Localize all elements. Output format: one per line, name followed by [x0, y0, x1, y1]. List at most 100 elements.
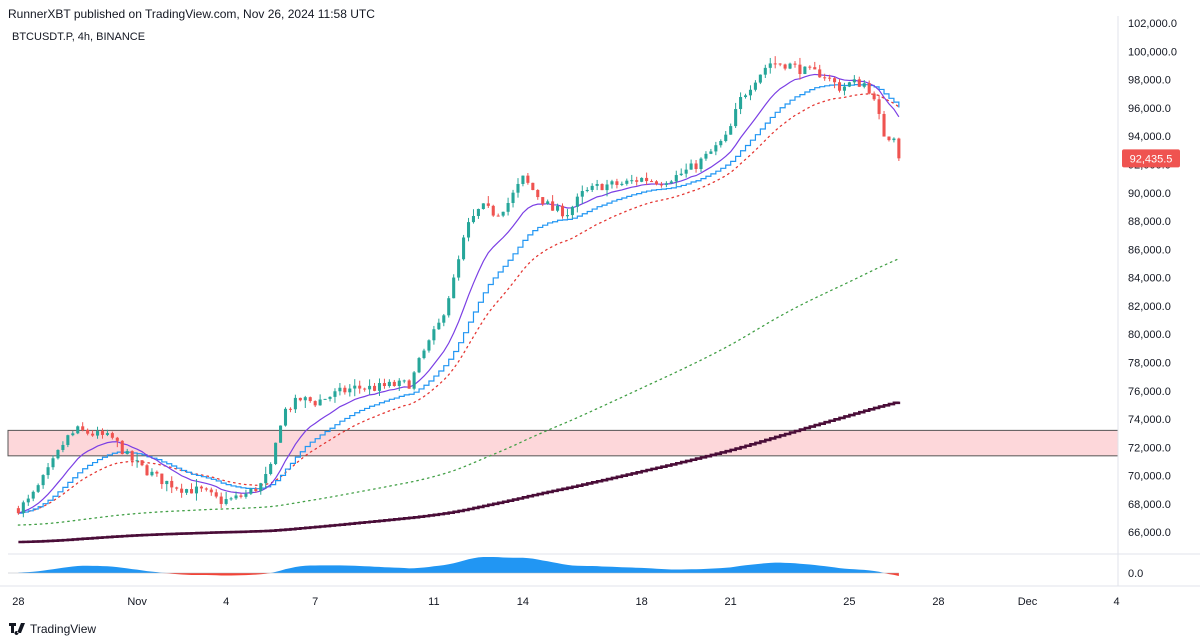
oscillator-positive-area [18, 557, 899, 573]
publisher-attribution: RunnerXBT published on TradingView.com, … [8, 7, 375, 21]
candle-body [689, 163, 693, 170]
candle-body [194, 486, 198, 494]
y-tick-label: 66,000.0 [1128, 527, 1171, 539]
candle-body [95, 431, 100, 436]
candle-body [669, 181, 673, 184]
candle-body [21, 502, 25, 514]
candle-body [580, 191, 584, 197]
candle-body [105, 433, 109, 435]
axes-layer: 102,000.0 100,000.0 98,000.0 96,000.0 94,000… [12, 18, 1180, 608]
candle-body [556, 205, 560, 211]
y-tick-label: 78,000.0 [1128, 357, 1171, 369]
tradingview-logo-icon[interactable] [8, 621, 28, 635]
candle-body [729, 126, 733, 135]
candle-body [541, 197, 545, 205]
y-tick-label: 102,000.0 [1128, 18, 1177, 30]
candle-body [659, 184, 663, 186]
candle-body [684, 169, 688, 174]
candle-body [293, 397, 297, 410]
candle-body [36, 485, 40, 492]
candle-body [501, 211, 505, 216]
candle-body [234, 495, 238, 499]
candle-body [130, 451, 134, 461]
x-tick-label: 4 [1113, 596, 1119, 608]
candle-body [674, 175, 678, 182]
candle-body [274, 442, 278, 465]
candle-body [442, 315, 446, 323]
candle-body [66, 435, 70, 445]
candle-body [318, 399, 322, 406]
supply-zone-layer [7, 429, 1119, 457]
y-tick-label: 90,000.0 [1128, 188, 1171, 200]
candle-body [842, 86, 846, 91]
candle-body [877, 99, 881, 114]
candle-body [447, 298, 451, 316]
candle-body [323, 398, 327, 400]
candle-body [526, 175, 530, 183]
candle-body [828, 77, 832, 79]
candle-body [867, 83, 871, 94]
candle-body [41, 475, 45, 486]
y-tick-label: 80,000.0 [1128, 329, 1171, 341]
candle-body [600, 183, 604, 191]
x-tick-label: 21 [725, 596, 737, 608]
chart-header: RunnerXBT published on TradingView.com, … [0, 0, 1200, 26]
candle-body [76, 426, 80, 434]
candle-body [170, 480, 174, 488]
candle-body [892, 138, 896, 141]
symbol-label[interactable]: BTCUSDT.P, 4h, BINANCE [12, 31, 146, 43]
candle-body [793, 63, 797, 65]
candle-body [679, 173, 683, 176]
candle-body [110, 433, 114, 438]
oscillator-layer [8, 557, 899, 576]
candle-body [630, 180, 634, 182]
candle-body [783, 64, 787, 69]
candle-body [724, 134, 728, 142]
candle-body [140, 460, 144, 466]
candle-body [714, 145, 718, 152]
candle-body [249, 488, 253, 494]
candle-body [264, 474, 268, 484]
candle-body [363, 388, 367, 390]
price-chart[interactable]: 102,000.0 100,000.0 98,000.0 96,000.0 94,000… [0, 0, 1200, 615]
candle-body [387, 381, 391, 387]
candle-body [476, 208, 480, 216]
candle-body [71, 433, 75, 436]
candle-body [125, 451, 129, 455]
candle-body [511, 192, 515, 203]
y-tick-label: 82,000.0 [1128, 301, 1171, 313]
ma-long-step [18, 401, 901, 544]
candle-body [743, 95, 748, 98]
candle-body [847, 82, 851, 87]
candle-body [407, 380, 411, 389]
candle-body [546, 201, 550, 205]
candle-body [160, 473, 164, 485]
candle-body [471, 215, 476, 223]
candle-body [862, 83, 866, 87]
candle-body [709, 151, 713, 154]
x-tick-label: 28 [932, 596, 944, 608]
chart-footer: TradingView [0, 615, 1200, 643]
candle-body [798, 64, 802, 74]
x-tick-label: Nov [127, 596, 147, 608]
candle-body [61, 444, 65, 450]
candle-body [615, 181, 619, 185]
candle-body [427, 340, 431, 351]
candle-body [773, 63, 777, 65]
oscillator-tick-label: 0.0 [1128, 568, 1143, 580]
candle-body [813, 67, 817, 70]
y-tick-label: 84,000.0 [1128, 273, 1171, 285]
last-price-label: 92,435.5 [1130, 153, 1173, 165]
y-tick-label: 68,000.0 [1128, 499, 1171, 511]
candle-body [753, 82, 757, 90]
candle-body [818, 69, 822, 78]
candle-body [758, 74, 762, 83]
candle-body [115, 437, 119, 441]
candle-body [833, 78, 837, 83]
candle-body [857, 79, 861, 87]
candle-body [91, 433, 95, 436]
candle-body [368, 385, 372, 390]
y-tick-label: 72,000.0 [1128, 442, 1171, 454]
candle-body [575, 196, 579, 207]
candle-body [155, 471, 159, 474]
